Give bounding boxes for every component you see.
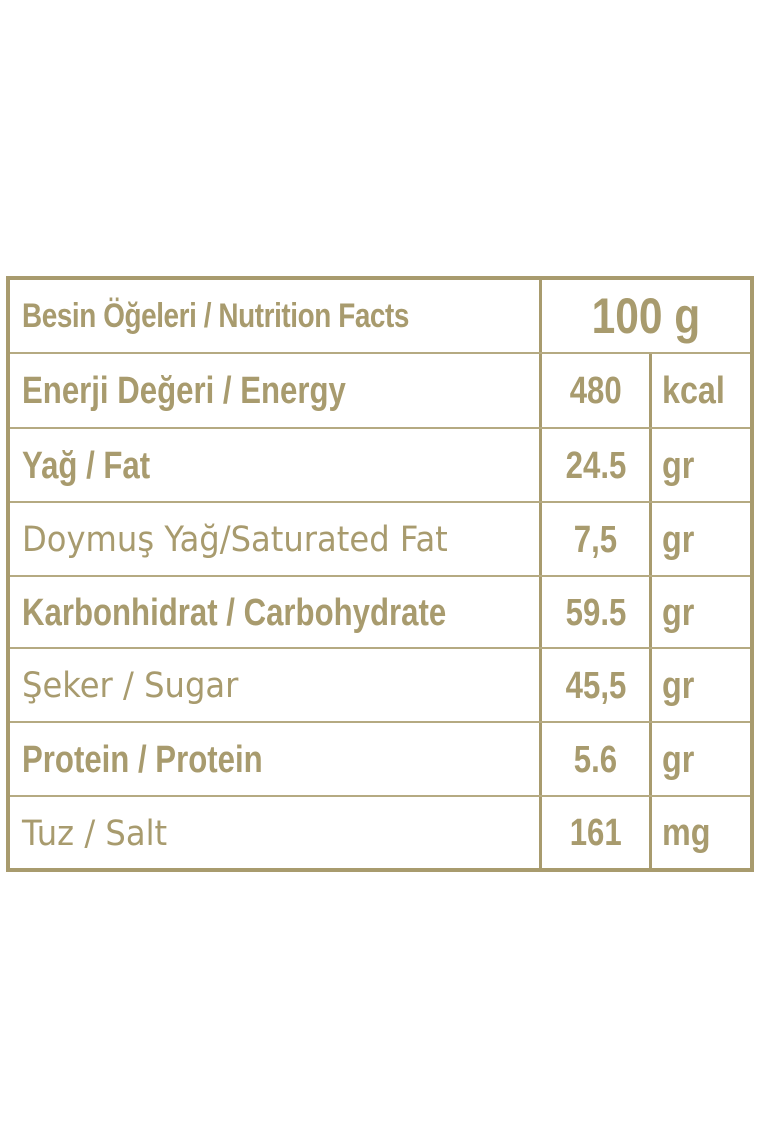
table-row: Doymuş Yağ/Saturated Fat 7,5 gr [10,501,750,577]
nutrient-label: Doymuş Yağ/Saturated Fat [22,520,448,560]
table-row: Protein / Protein 5.6 gr [10,721,750,797]
nutrient-label: Enerji Değeri / Energy [22,370,346,412]
nutrient-value: 45,5 [565,664,626,707]
table-row: Yağ / Fat 24.5 gr [10,427,750,503]
table-row: Enerji Değeri / Energy 480 kcal [10,352,750,429]
nutrient-unit: gr [662,664,695,707]
table-row: Karbonhidrat / Carbohydrate 59.5 gr [10,575,750,649]
nutrient-label: Tuz / Salt [22,813,168,854]
table-row: Şeker / Sugar 45,5 gr [10,647,750,723]
header-row: Besin Öğeleri / Nutrition Facts 100 g [10,280,750,352]
nutrient-unit: gr [662,518,695,561]
nutrient-label: Protein / Protein [22,738,263,781]
table-row: Tuz / Salt 161 mg [10,795,750,870]
nutrient-unit: gr [662,591,695,634]
nutrient-value: 5.6 [573,738,618,781]
nutrition-facts-table: Besin Öğeleri / Nutrition Facts 100 g En… [6,276,754,872]
nutrient-unit: mg [662,812,711,854]
nutrient-value: 7,5 [573,518,618,561]
nutrient-unit: kcal [662,370,725,412]
nutrient-label: Şeker / Sugar [22,666,239,706]
nutrient-label: Yağ / Fat [22,444,151,487]
portion-size: 100 g [591,288,701,344]
nutrient-value: 59.5 [565,591,626,634]
nutrient-value: 24.5 [565,444,626,487]
nutrient-unit: gr [662,738,695,781]
nutrient-label: Karbonhidrat / Carbohydrate [22,591,447,634]
nutrient-unit: gr [662,444,695,487]
nutrient-value: 480 [569,370,622,412]
nutrient-value: 161 [569,812,622,854]
table-title: Besin Öğeleri / Nutrition Facts [22,296,409,335]
